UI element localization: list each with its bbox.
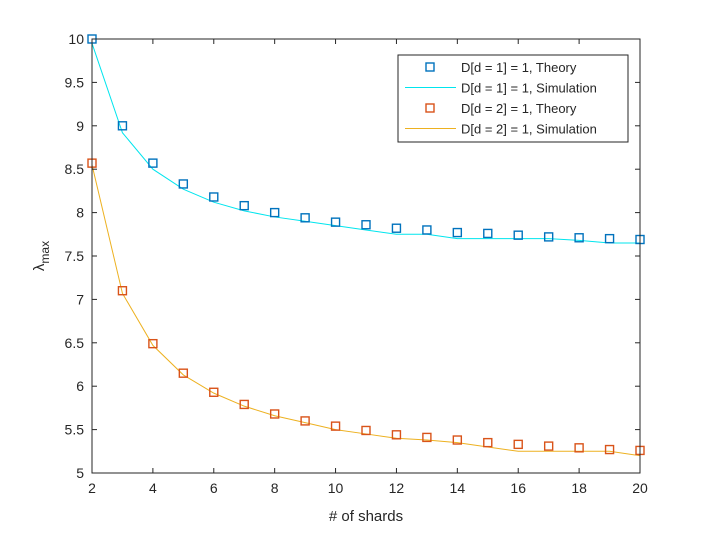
x-tick-label: 10 (328, 480, 344, 496)
y-tick-label: 8 (76, 205, 84, 221)
series-0-marker (574, 233, 584, 243)
series-0-marker (452, 227, 463, 238)
series-2-marker (300, 416, 310, 426)
series-0-marker (269, 207, 280, 218)
y-tick-label: 9 (76, 118, 84, 134)
y-tick-label: 5 (76, 465, 84, 481)
y-axis-title: λmax (31, 241, 52, 271)
series-2-marker (574, 443, 584, 453)
series-2-marker (148, 338, 158, 349)
legend-box (397, 54, 629, 143)
legend-items: D[d = 1] = 1, Theory D[d = 1] = 1, Simula… (405, 60, 597, 137)
series-0-marker (543, 232, 554, 242)
series-2-marker (483, 437, 493, 448)
x-tick-label: 14 (450, 480, 466, 496)
y-tick-label: 6 (76, 378, 84, 394)
legend: D[d = 1] = 1, Theory D[d = 1] = 1, Simula… (397, 54, 629, 143)
series-2-marker (604, 444, 615, 455)
x-tick-label: 18 (571, 480, 587, 496)
series-0-marker (483, 228, 493, 239)
series-2-marker (269, 409, 280, 419)
marks-layer (87, 34, 645, 457)
x-axis-title: # of shards (329, 508, 403, 525)
series-2-marker (209, 387, 219, 397)
series-0-marker (604, 233, 615, 244)
series-0-marker (148, 158, 158, 168)
series-0-marker (330, 217, 341, 227)
series-2-marker (391, 430, 402, 440)
series-2-marker (422, 432, 432, 443)
series-2-marker (178, 368, 189, 378)
series-0-marker (361, 220, 371, 230)
series-2-marker (452, 435, 463, 445)
legend-marker-swatch (425, 103, 435, 113)
y-axis-title-subscript: max (38, 241, 52, 264)
series-2-marker (117, 286, 128, 296)
series-0-marker (209, 192, 219, 202)
legend-label: D[d = 2] = 1, Simulation (461, 122, 597, 137)
legend-marker-swatch (425, 62, 435, 72)
series-2-marker (543, 441, 554, 451)
series-0-marker (239, 200, 249, 211)
x-tick-label: 2 (88, 480, 96, 496)
y-tick-label: 7.5 (65, 248, 85, 264)
ticks-layer: 2 4 6 8 10 12 14 16 18 20 5 5.5 6 6.5 7 7.5 8 8.5 9 9.5 10 (65, 31, 648, 496)
series-0-marker (391, 223, 402, 233)
series-0-marker (422, 225, 432, 235)
y-tick-label: 9.5 (65, 74, 85, 90)
y-tick-label: 8.5 (65, 161, 85, 177)
y-tick-label: 7 (76, 291, 84, 307)
series-2-marker (513, 439, 523, 450)
y-tick-label: 10 (68, 31, 84, 47)
x-tick-label: 12 (389, 480, 405, 496)
y-axis-title-group: λmax (31, 241, 52, 271)
x-tick-label: 8 (271, 480, 279, 496)
x-tick-label: 20 (632, 480, 648, 496)
legend-label: D[d = 1] = 1, Simulation (461, 81, 597, 96)
series-0-marker (178, 179, 189, 189)
series-0-marker (117, 121, 128, 131)
y-tick-label: 6.5 (65, 335, 85, 351)
y-tick-label: 5.5 (65, 422, 85, 438)
series-line-1 (91, 43, 640, 244)
series-0-marker (513, 230, 523, 240)
series-2-marker (239, 399, 249, 410)
legend-label: D[d = 2] = 1, Theory (461, 101, 577, 116)
series-2-marker (330, 421, 341, 431)
y-axis-title-main: λ (31, 263, 48, 271)
x-tick-label: 16 (510, 480, 526, 496)
series-2-marker (361, 425, 371, 436)
series-0-marker (300, 213, 310, 223)
legend-label: D[d = 1] = 1, Theory (461, 60, 577, 75)
x-tick-label: 4 (149, 480, 157, 496)
x-tick-label: 6 (210, 480, 218, 496)
